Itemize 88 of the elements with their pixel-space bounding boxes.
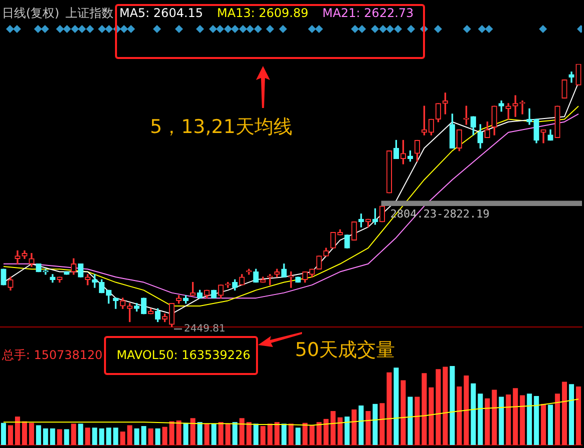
- text: MA21: 2622.73: [322, 6, 414, 20]
- bar: [526, 394, 532, 445]
- bar: [408, 396, 413, 445]
- bar: [386, 372, 392, 445]
- text: MA5: 2604.15: [119, 6, 204, 20]
- bar: [260, 426, 266, 445]
- bar: [204, 424, 210, 445]
- chart-subtitle: 上证指数: [65, 6, 114, 20]
- bar: [197, 422, 202, 445]
- bar: [464, 375, 469, 445]
- bar: [29, 422, 34, 445]
- bar: [211, 424, 216, 445]
- bar: [8, 425, 14, 445]
- bar: [57, 429, 62, 445]
- bar: [310, 425, 315, 445]
- bar: [169, 421, 174, 445]
- bar: [562, 382, 567, 445]
- bar: [281, 424, 287, 445]
- bar: [470, 383, 476, 445]
- bar: [366, 411, 371, 445]
- bar: [0, 422, 6, 445]
- bar: [548, 404, 553, 445]
- chart-title: 日线(复权): [2, 6, 60, 20]
- bar: [232, 422, 238, 445]
- bar: [380, 403, 385, 445]
- bar: [295, 428, 301, 445]
- bar: [85, 428, 90, 445]
- bar: [372, 404, 378, 445]
- bar: [176, 420, 182, 445]
- bar: [352, 409, 357, 445]
- text: MA13: 2609.89: [217, 6, 308, 20]
- bar: [316, 422, 322, 445]
- text: 总手: 150738120: [1, 348, 103, 362]
- bar: [484, 398, 490, 445]
- bar: [576, 386, 582, 445]
- bar: [344, 416, 350, 445]
- bar: [15, 416, 20, 445]
- bar: [71, 424, 76, 445]
- bar: [22, 421, 28, 445]
- bar: [568, 384, 574, 445]
- bar: [330, 411, 336, 445]
- bar: [414, 396, 420, 445]
- bar: [246, 422, 252, 445]
- bar: [450, 366, 455, 445]
- bar: [190, 418, 196, 445]
- bar: [520, 395, 525, 445]
- bar: [358, 406, 364, 445]
- bar: [183, 422, 188, 445]
- bar: [225, 424, 230, 445]
- bar: [148, 428, 154, 445]
- candlestick: [267, 274, 273, 286]
- bar: [478, 394, 483, 445]
- bar: [120, 432, 126, 445]
- annotation: 5，13,21天均线: [150, 116, 292, 138]
- candlestick: [288, 271, 294, 288]
- bar: [554, 394, 560, 445]
- bar: [324, 418, 329, 445]
- bar: [274, 422, 280, 445]
- bar: [239, 418, 244, 445]
- text: 50天成交量: [295, 338, 396, 361]
- bar: [492, 390, 497, 445]
- bar: [92, 428, 98, 445]
- bar: [302, 422, 308, 445]
- bar: [218, 422, 224, 445]
- bar: [288, 424, 294, 445]
- bar: [338, 417, 343, 445]
- bar: [99, 428, 104, 445]
- bar: [127, 425, 132, 445]
- bar: [50, 428, 56, 445]
- bar: [267, 424, 272, 445]
- bar: [253, 424, 258, 445]
- bar: [534, 396, 539, 445]
- text: MAVOL50: 163539226: [116, 348, 250, 362]
- bar: [36, 425, 42, 445]
- bar: [456, 386, 462, 445]
- bar: [512, 388, 518, 445]
- bar: [113, 428, 118, 445]
- bar: [394, 368, 399, 445]
- bar: [43, 428, 48, 445]
- bar: [400, 380, 406, 445]
- bar: [64, 429, 70, 445]
- bar: [106, 428, 112, 445]
- bar: [78, 424, 84, 445]
- bar: [155, 428, 160, 445]
- bar: [506, 394, 511, 445]
- bar: [540, 404, 546, 445]
- bar: [162, 426, 168, 445]
- bar: [498, 396, 504, 445]
